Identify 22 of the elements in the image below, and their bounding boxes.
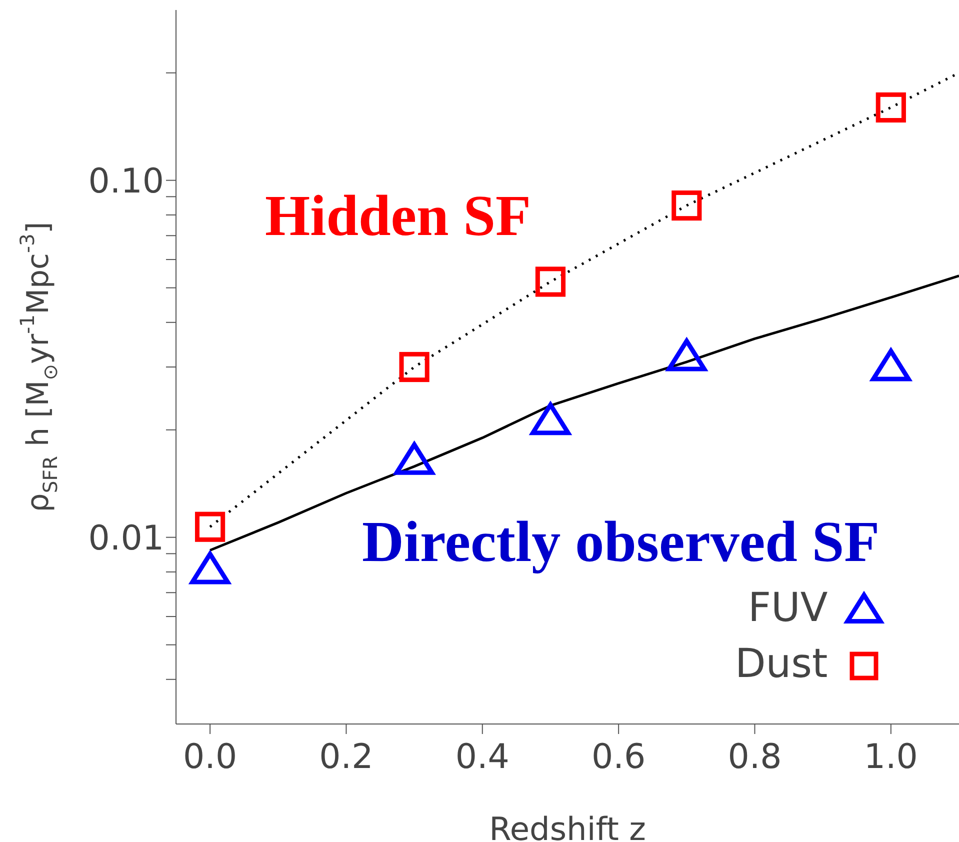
annotation: Directly observed SF (362, 508, 880, 575)
point (394, 442, 434, 475)
x-tick-label: 0.8 (728, 737, 782, 778)
point (399, 352, 430, 382)
x-tick-label: 0.4 (455, 737, 510, 778)
x-tick-label: 0.0 (183, 737, 238, 778)
legend-label: Dust (735, 641, 828, 687)
x-tick-label: 1.0 (864, 737, 918, 778)
point (871, 348, 911, 382)
point (876, 92, 906, 123)
point (672, 190, 702, 221)
point (535, 266, 566, 297)
point (666, 338, 706, 372)
legend-label: FUV (748, 585, 828, 631)
annotation: Hidden SF (265, 182, 531, 249)
point (530, 402, 570, 436)
y-tick-label: 0.01 (88, 518, 164, 558)
x-axis-title: Redshift z (489, 810, 646, 842)
y-tick-label: 0.10 (88, 161, 164, 202)
x-tick-label: 0.2 (319, 737, 374, 778)
point (190, 552, 230, 584)
x-tick-label: 0.6 (592, 737, 646, 778)
